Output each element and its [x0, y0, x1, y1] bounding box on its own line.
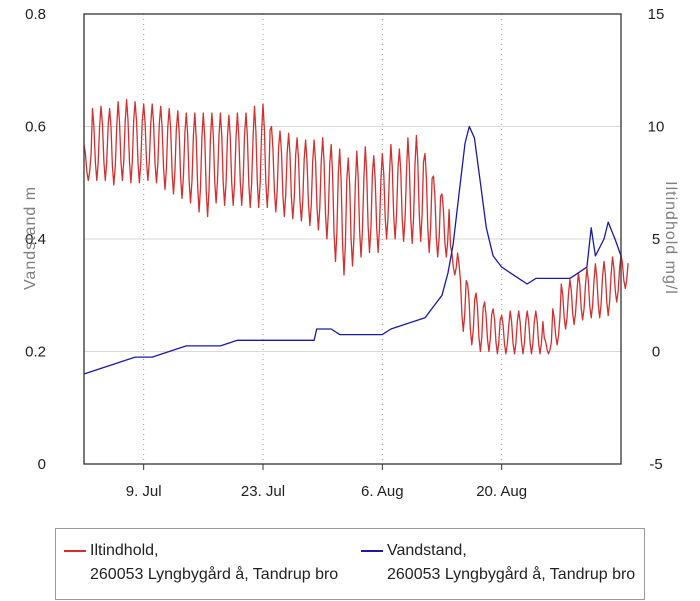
legend-series-name: Vandstand, [387, 542, 467, 559]
series-line-vandstand [83, 125, 622, 375]
y-right-tick-label: 5 [652, 231, 660, 248]
vertical-gridlines [143, 14, 503, 464]
y-right-tick-label: 10 [648, 119, 665, 136]
y-axis-left-title: Vandstand m [22, 186, 39, 290]
legend-series-name: Iltindhold, [90, 542, 159, 559]
legend-swatch-iltindhold [64, 550, 86, 552]
x-tick-label: 6. Aug [361, 483, 404, 500]
y-left-tick-label: 0.2 [25, 344, 46, 361]
y-left-tick-label: 0.8 [25, 6, 46, 23]
series-line-iltindhold [83, 98, 629, 355]
x-axis-ticks: 9. Jul 23. Jul 6. Aug 20. Aug [126, 464, 527, 500]
legend-swatch-vandstand [361, 550, 383, 552]
y-right-tick-label: 15 [648, 6, 665, 23]
y-right-tick-label: 0 [652, 344, 660, 361]
legend: Iltindhold, 260053 Lyngbygård å, Tandrup… [55, 528, 645, 600]
horizontal-gridlines [84, 126, 621, 352]
y-left-tick-label: 0.4 [25, 231, 46, 248]
legend-station-name: 260053 Lyngbygård å, Tandrup bro [387, 566, 636, 583]
right-axis-ticks: -5 0 5 10 15 [648, 6, 665, 473]
y-axis-right-title: Iltindhold mg/l [662, 181, 679, 295]
y-left-tick-label: 0.6 [25, 119, 46, 136]
y-right-tick-label: -5 [649, 456, 662, 473]
x-tick-label: 9. Jul [126, 483, 162, 500]
y-left-tick-label: 0 [38, 456, 46, 473]
x-tick-label: 20. Aug [476, 483, 527, 500]
plot-frame [83, 13, 622, 465]
legend-item-iltindhold[interactable]: Iltindhold, 260053 Lyngbygård å, Tandrup… [64, 539, 338, 587]
x-tick-label: 23. Jul [241, 483, 285, 500]
legend-item-vandstand[interactable]: Vandstand, 260053 Lyngbygård å, Tandrup … [361, 539, 635, 587]
left-axis-ticks: 0 0.2 0.4 0.6 0.8 [25, 6, 46, 473]
series-layer [83, 98, 629, 375]
legend-station-name: 260053 Lyngbygård å, Tandrup bro [90, 566, 339, 583]
